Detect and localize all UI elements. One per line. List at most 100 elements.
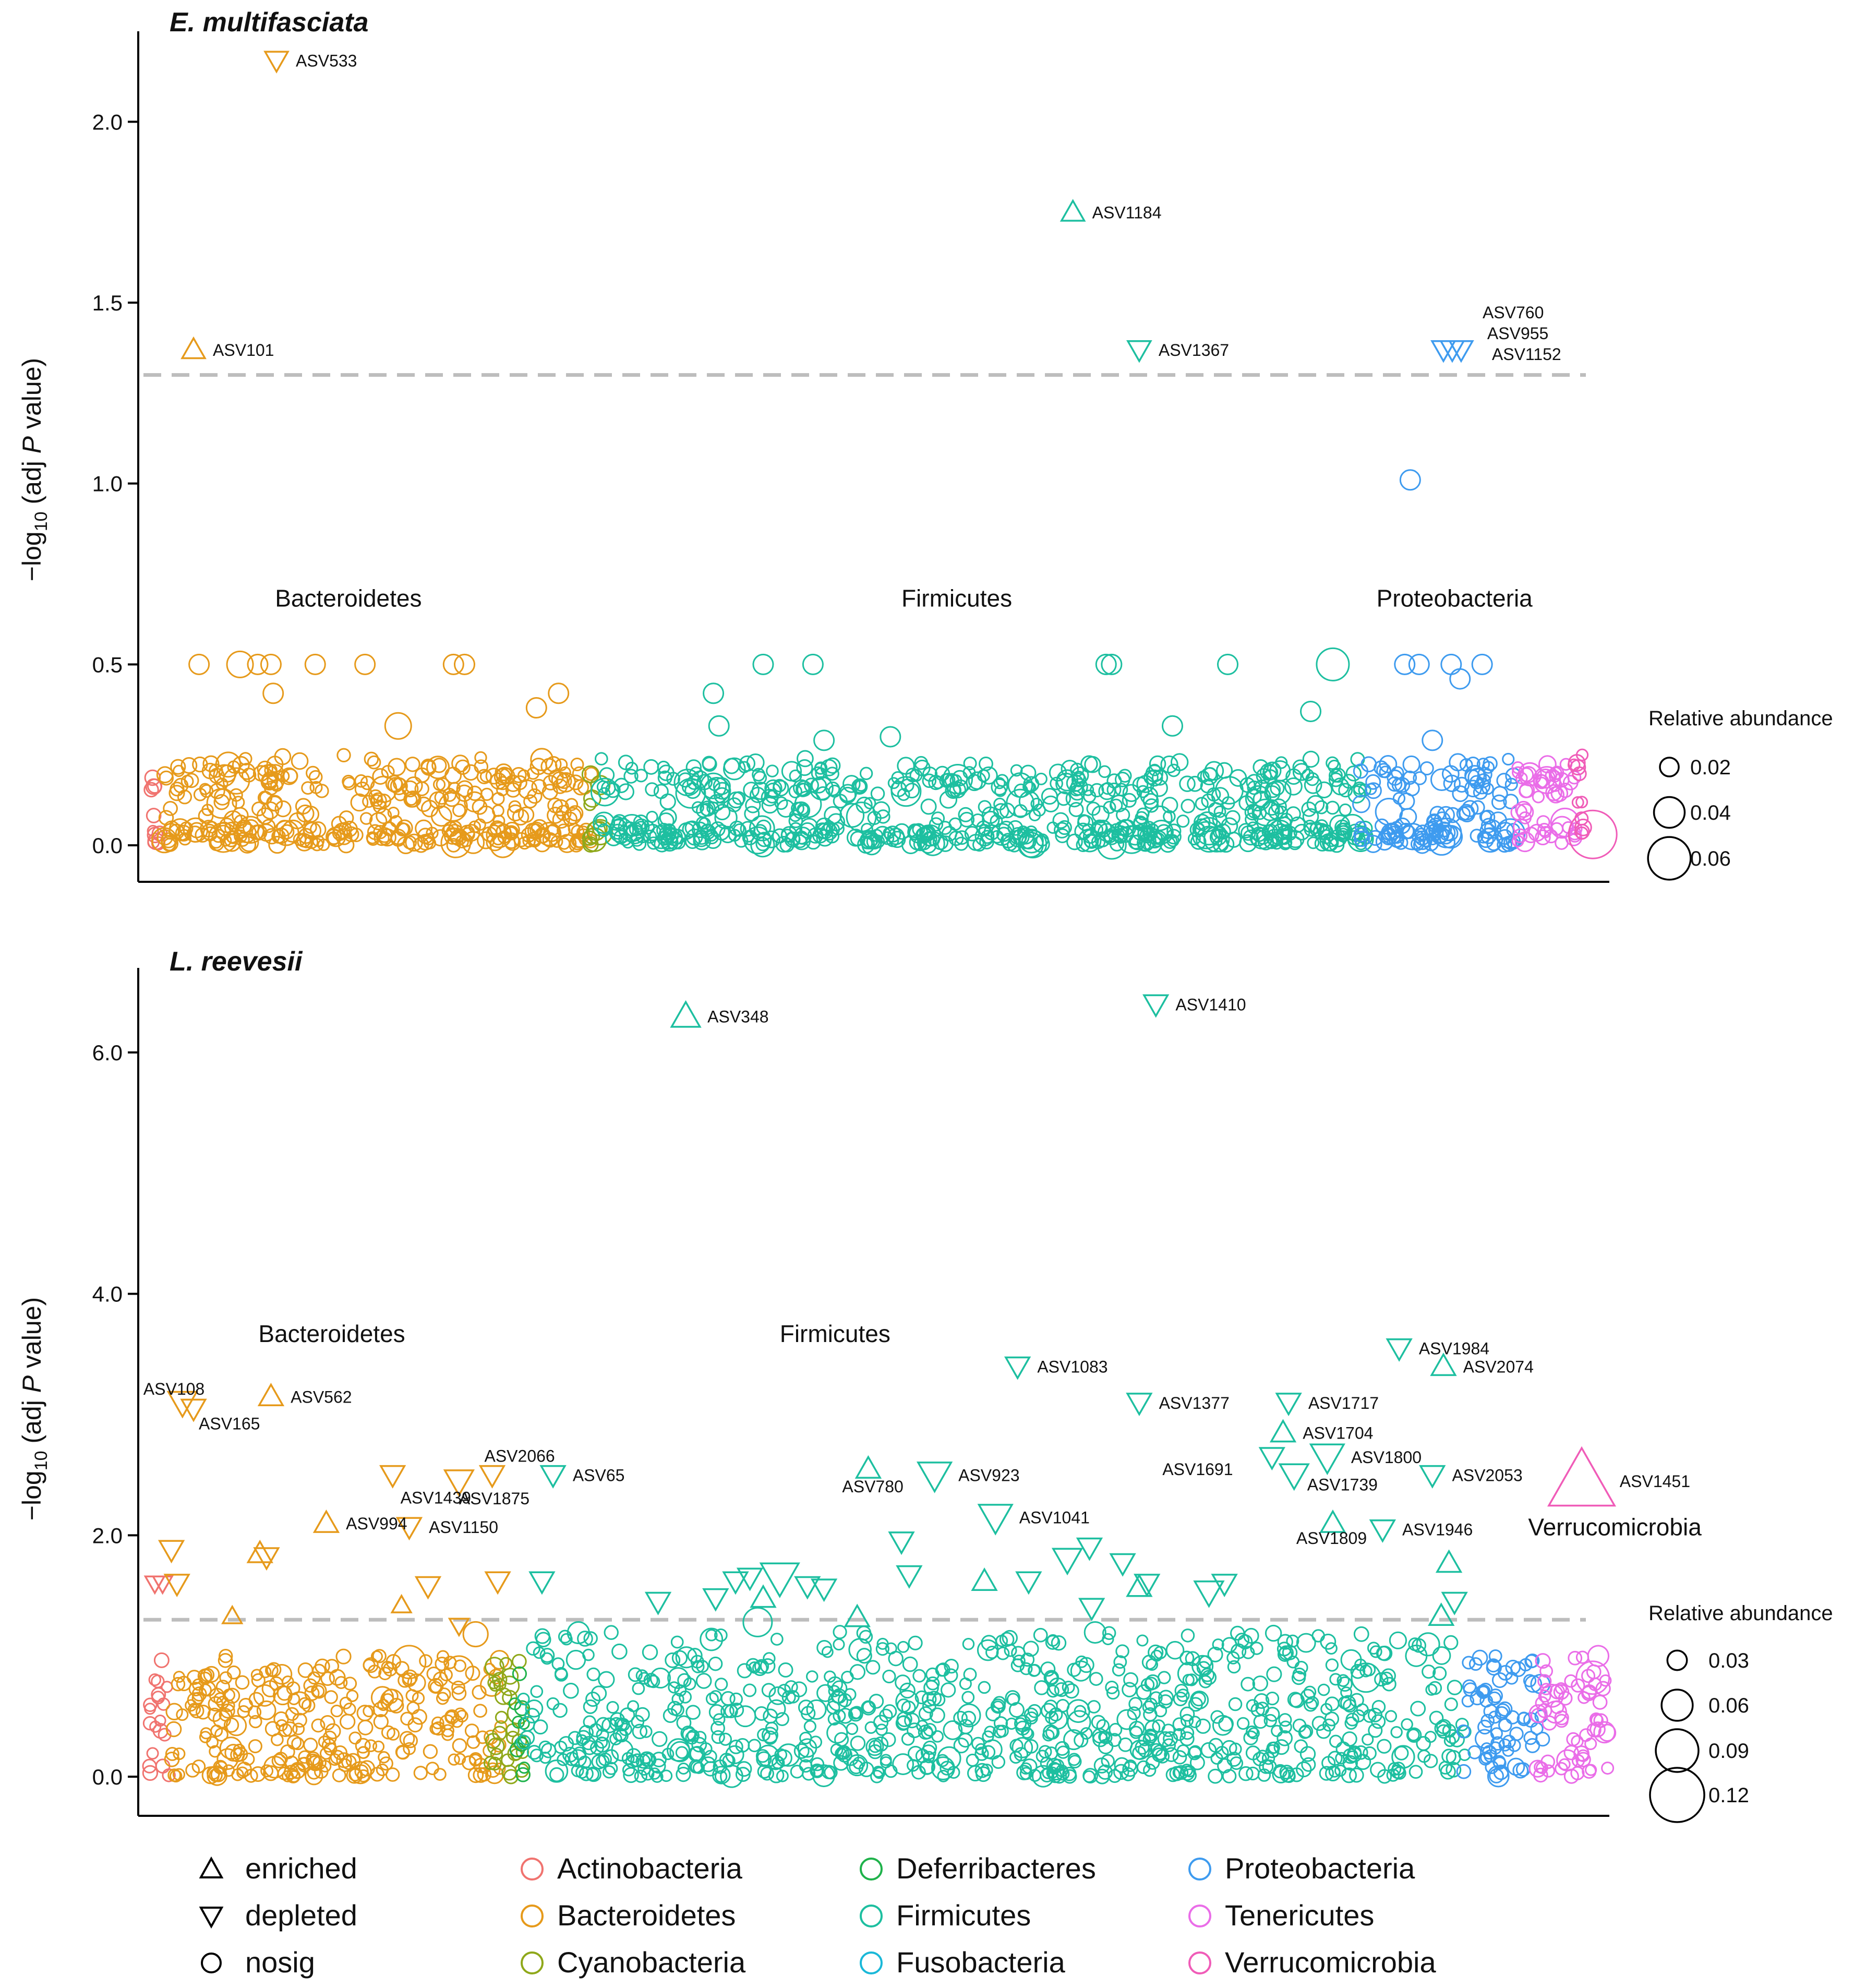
point-nosig: [598, 787, 611, 800]
point-nosig: [1230, 1625, 1245, 1641]
point-depleted: [722, 1571, 749, 1595]
point-nosig: [1502, 1744, 1514, 1757]
point-nosig: [275, 1719, 288, 1732]
point-nosig: [1042, 795, 1060, 812]
point-nosig: [784, 831, 801, 848]
point-nosig: [1495, 1706, 1509, 1720]
point-depleted: [1369, 1519, 1397, 1543]
point-nosig: [327, 831, 341, 845]
asv-label: ASV2074: [1463, 1357, 1534, 1376]
point-nosig: [261, 1680, 279, 1697]
point-nosig: [282, 1721, 298, 1737]
point-nosig: [1217, 653, 1238, 675]
point-nosig: [1056, 1745, 1070, 1759]
point-nosig: [936, 1754, 949, 1767]
point-nosig: [1144, 1676, 1158, 1691]
point-nosig: [332, 1745, 347, 1761]
point-nosig: [1406, 1727, 1422, 1743]
point-nosig: [640, 1751, 653, 1764]
point-nosig: [615, 1729, 629, 1743]
point-nosig: [512, 775, 527, 791]
point-nosig: [540, 1743, 557, 1758]
point-nosig: [1449, 1731, 1465, 1747]
point-nosig: [492, 1726, 507, 1741]
point-nosig: [1317, 824, 1334, 841]
point-nosig: [939, 791, 958, 809]
point-nosig: [651, 1770, 664, 1783]
point-nosig: [653, 784, 669, 799]
svg-text:−log10 (adj P value): −log10 (adj P value): [17, 358, 51, 581]
point-nosig: [1490, 1727, 1503, 1740]
point-nosig: [1046, 1684, 1060, 1698]
point-nosig: [376, 808, 392, 824]
point-nosig: [489, 1650, 510, 1670]
asv-label: ASV1150: [429, 1518, 498, 1537]
size-legend-label: 0.03: [1708, 1649, 1749, 1672]
point-nosig: [696, 774, 713, 791]
point-nosig: [604, 1625, 619, 1640]
point-nosig: [560, 1633, 573, 1646]
point-nosig: [1353, 1745, 1368, 1760]
point-nosig: [1476, 758, 1490, 771]
point-nosig: [501, 1668, 519, 1685]
legend-phylum-swatch: [860, 1858, 883, 1881]
point-nosig: [645, 782, 659, 797]
point-nosig: [306, 765, 320, 781]
point-nosig: [826, 1700, 840, 1715]
point-nosig: [1316, 781, 1333, 798]
point-enriched: [257, 1383, 285, 1407]
point-nosig: [495, 1710, 508, 1724]
point-nosig: [1371, 1700, 1386, 1714]
point-nosig: [632, 1682, 645, 1695]
point-nosig: [729, 1692, 743, 1706]
point-nosig: [1428, 1681, 1442, 1695]
point-nosig: [173, 764, 185, 777]
point-depleted: [163, 1574, 190, 1598]
point-nosig: [859, 1630, 873, 1644]
point-nosig: [1242, 1646, 1255, 1659]
point-nosig: [1216, 762, 1233, 779]
point-nosig: [1299, 1746, 1316, 1762]
y-tick-label: 0.0: [92, 833, 123, 858]
point-nosig: [370, 775, 398, 803]
point-nosig: [426, 756, 450, 780]
asv-label: ASV760: [1483, 303, 1544, 322]
point-depleted: [1275, 1393, 1302, 1417]
point-enriched: [670, 1000, 702, 1028]
point-nosig: [1021, 1758, 1038, 1775]
point-nosig: [1145, 1720, 1161, 1736]
point-nosig: [1173, 1728, 1186, 1741]
point-nosig: [799, 1759, 813, 1773]
point-nosig: [451, 755, 469, 773]
point-nosig: [398, 1673, 413, 1688]
point-nosig: [552, 1703, 568, 1718]
point-nosig: [700, 1627, 724, 1651]
ylabel-suffix: value): [17, 358, 46, 436]
point-nosig: [1196, 825, 1223, 853]
point-nosig: [491, 792, 505, 806]
size-legend-circle: [1647, 836, 1692, 881]
point-nosig: [720, 1764, 743, 1788]
point-nosig: [1279, 1645, 1294, 1661]
point-nosig: [802, 1767, 816, 1781]
point-nosig: [583, 789, 601, 808]
asv-label: ASV1083: [1037, 1357, 1107, 1376]
point-nosig: [675, 1746, 689, 1759]
point-nosig: [378, 1751, 390, 1764]
point-nosig: [723, 757, 746, 781]
point-nosig: [443, 789, 461, 807]
legend: enriched depleted nosig Actinobacteria Bacte…: [199, 1852, 1436, 1979]
point-nosig: [1456, 1724, 1471, 1739]
point-nosig: [1556, 1749, 1579, 1772]
point-nosig: [776, 1769, 789, 1782]
point-nosig: [781, 1690, 796, 1705]
point-nosig: [632, 1723, 648, 1740]
point-nosig: [583, 1631, 598, 1646]
point-nosig: [1535, 1696, 1549, 1710]
point-nosig: [772, 780, 789, 797]
point-nosig: [448, 782, 461, 794]
point-depleted: [1193, 1580, 1225, 1608]
point-nosig: [1562, 774, 1579, 791]
y-axis-label: −log10 (adj P value): [17, 358, 51, 581]
point-nosig: [831, 1680, 848, 1696]
